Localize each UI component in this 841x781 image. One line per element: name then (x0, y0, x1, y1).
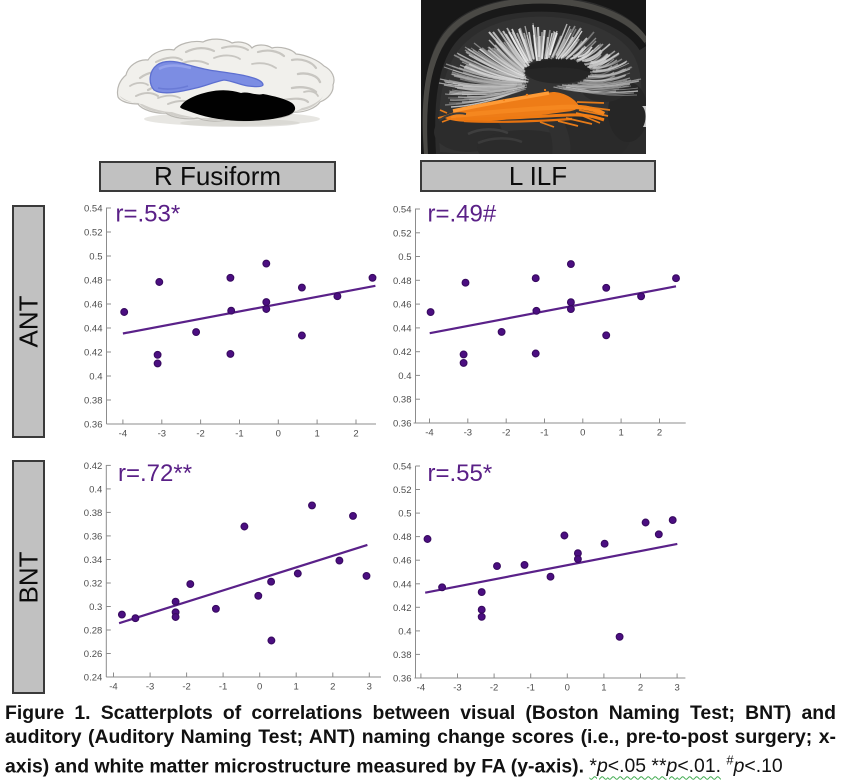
svg-text:-4: -4 (425, 428, 433, 439)
svg-text:0.36: 0.36 (84, 420, 103, 431)
svg-text:0.42: 0.42 (84, 461, 103, 472)
svg-text:0: 0 (276, 429, 281, 440)
svg-text:0.38: 0.38 (84, 396, 103, 407)
svg-text:0.54: 0.54 (84, 204, 103, 215)
svg-text:0.5: 0.5 (89, 252, 102, 263)
svg-text:0.44: 0.44 (393, 323, 412, 334)
svg-text:0.4: 0.4 (89, 372, 102, 383)
svg-text:0.36: 0.36 (393, 419, 412, 430)
svg-text:2: 2 (330, 682, 335, 693)
svg-text:0.28: 0.28 (84, 626, 103, 637)
svg-text:0.26: 0.26 (84, 649, 103, 660)
svg-text:-2: -2 (196, 429, 204, 440)
svg-text:0.42: 0.42 (393, 603, 412, 614)
svg-text:0.42: 0.42 (84, 348, 103, 359)
svg-text:0.54: 0.54 (393, 462, 412, 473)
svg-text:-1: -1 (540, 428, 548, 439)
svg-text:-1: -1 (235, 429, 243, 440)
svg-text:r=.49#: r=.49# (428, 201, 497, 228)
svg-text:r=.55*: r=.55* (428, 460, 493, 487)
svg-text:3: 3 (367, 682, 372, 693)
svg-text:0.5: 0.5 (398, 509, 411, 520)
svg-text:-2: -2 (182, 682, 190, 693)
svg-text:-3: -3 (464, 428, 472, 439)
svg-text:1: 1 (314, 429, 319, 440)
svg-text:0.52: 0.52 (84, 228, 103, 239)
svg-text:0.46: 0.46 (393, 300, 412, 311)
svg-text:1: 1 (601, 683, 606, 694)
svg-text:0.44: 0.44 (84, 324, 103, 335)
svg-text:0.42: 0.42 (393, 347, 412, 358)
svg-text:0.38: 0.38 (84, 508, 103, 519)
svg-text:0: 0 (580, 428, 585, 439)
svg-text:r=.53*: r=.53* (116, 201, 181, 228)
svg-text:0.48: 0.48 (84, 276, 103, 287)
svg-text:0.24: 0.24 (84, 673, 103, 684)
svg-text:1: 1 (294, 682, 299, 693)
svg-text:0.4: 0.4 (398, 371, 411, 382)
svg-text:-3: -3 (453, 683, 461, 694)
svg-text:2: 2 (638, 683, 643, 694)
svg-text:2: 2 (353, 429, 358, 440)
svg-text:-4: -4 (109, 682, 117, 693)
svg-text:0.48: 0.48 (393, 276, 412, 287)
svg-text:0.3: 0.3 (89, 602, 102, 613)
svg-text:0.46: 0.46 (84, 300, 103, 311)
svg-text:0: 0 (565, 683, 570, 694)
svg-text:0.36: 0.36 (84, 531, 103, 542)
svg-text:0.4: 0.4 (89, 484, 102, 495)
svg-text:-1: -1 (219, 682, 227, 693)
svg-text:-2: -2 (490, 683, 498, 694)
svg-text:0.32: 0.32 (84, 579, 103, 590)
svg-text:2: 2 (657, 428, 662, 439)
svg-text:-3: -3 (146, 682, 154, 693)
svg-text:-1: -1 (526, 683, 534, 694)
svg-text:0.5: 0.5 (398, 252, 411, 263)
svg-text:0.44: 0.44 (393, 579, 412, 590)
svg-text:r=.72**: r=.72** (118, 460, 192, 487)
svg-text:0.36: 0.36 (393, 674, 412, 685)
svg-text:0.4: 0.4 (398, 626, 411, 637)
svg-text:0.48: 0.48 (393, 532, 412, 543)
svg-text:-2: -2 (502, 428, 510, 439)
svg-text:0.52: 0.52 (393, 485, 412, 496)
svg-text:0.34: 0.34 (84, 555, 103, 566)
svg-text:0.54: 0.54 (393, 205, 412, 216)
svg-text:0.52: 0.52 (393, 228, 412, 239)
svg-text:0.46: 0.46 (393, 556, 412, 567)
svg-text:-4: -4 (417, 683, 425, 694)
svg-text:1: 1 (618, 428, 623, 439)
svg-text:3: 3 (674, 683, 679, 694)
svg-text:0: 0 (257, 682, 262, 693)
svg-text:-3: -3 (158, 429, 166, 440)
svg-text:0.38: 0.38 (393, 395, 412, 406)
svg-text:0.38: 0.38 (393, 650, 412, 661)
svg-text:-4: -4 (119, 429, 127, 440)
